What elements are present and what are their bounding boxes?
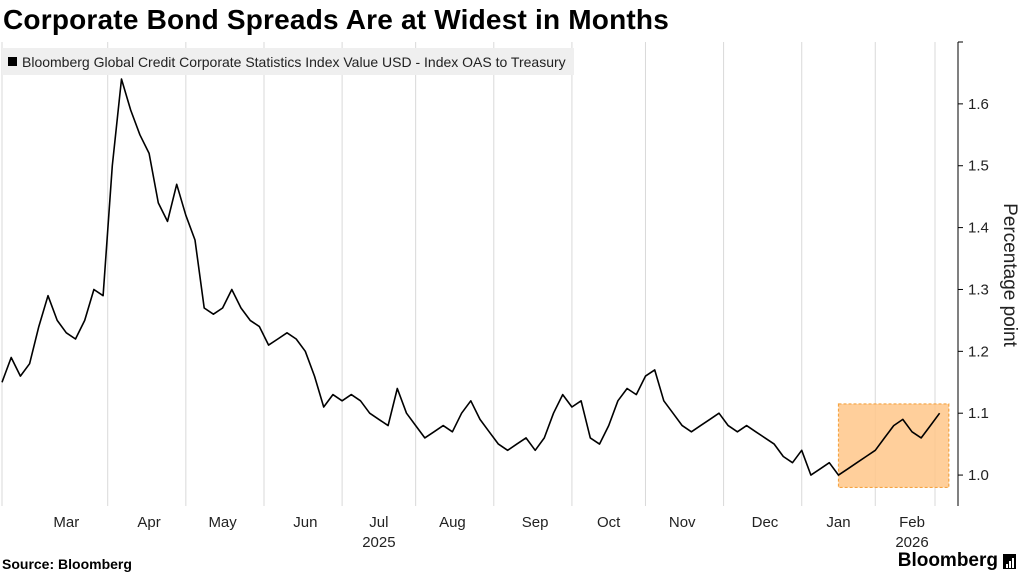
x-tick-label: May — [208, 514, 237, 531]
x-tick-label: Jul — [369, 514, 388, 531]
x-tick-label: Feb — [899, 514, 925, 531]
legend-swatch — [8, 57, 17, 66]
y-tick-label: 1.0 — [968, 467, 989, 484]
x-tick-label: Jan — [826, 514, 850, 531]
chart-title: Corporate Bond Spreads Are at Widest in … — [3, 4, 669, 35]
x-tick-label: Mar — [53, 514, 79, 531]
x-tick-label: Oct — [597, 514, 621, 531]
x-year-label: 2026 — [895, 534, 928, 551]
legend-label: Bloomberg Global Credit Corporate Statis… — [22, 53, 566, 70]
legend: Bloomberg Global Credit Corporate Statis… — [2, 48, 574, 75]
x-tick-label: Aug — [439, 514, 466, 531]
x-year-label: 2025 — [362, 534, 395, 551]
x-tick-label: Jun — [293, 514, 317, 531]
x-tick-label: Nov — [669, 514, 696, 531]
bar-chart-icon — [1003, 553, 1016, 569]
y-tick-label: 1.6 — [968, 96, 989, 113]
x-tick-label: Apr — [137, 514, 160, 531]
x-tick-label: Sep — [522, 514, 549, 531]
highlight-box — [837, 403, 950, 489]
source-note: Source: Bloomberg — [2, 556, 132, 572]
series-line-group — [1, 78, 941, 476]
highlight-region — [837, 403, 950, 489]
y-tick-label: 1.5 — [968, 158, 989, 175]
y-tick-label: 1.3 — [968, 281, 989, 298]
y-tick-labels: 1.0 1.1 1.2 1.3 1.4 1.5 1.6 — [958, 41, 989, 484]
y-tick-label: 1.1 — [968, 405, 989, 422]
brand-logo: Bloomberg — [898, 550, 1016, 572]
series-line — [1, 78, 941, 476]
y-tick-label: 1.2 — [968, 343, 989, 360]
brand-name: Bloomberg — [897, 550, 998, 571]
y-tick-label: 1.4 — [968, 220, 989, 237]
grid-lines — [1, 42, 936, 506]
x-tick-labels: Mar Apr May Jun Jul Aug Sep Oct Nov Dec Jan Feb 2025… — [53, 514, 928, 551]
x-tick-label: Dec — [752, 514, 779, 531]
y-axis-label: Percentage point — [999, 203, 1020, 347]
